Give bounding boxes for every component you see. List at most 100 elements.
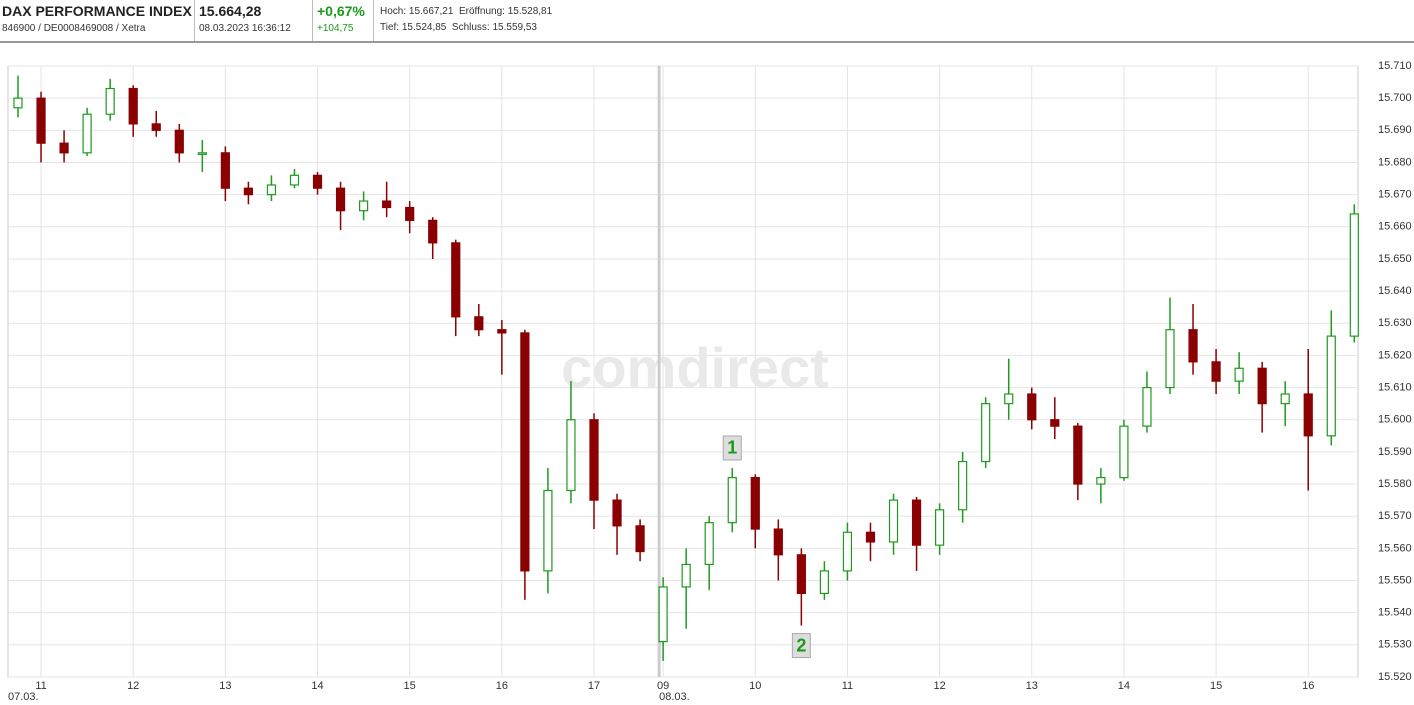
y-tick-label: 15.670 — [1378, 189, 1412, 201]
candle-body — [1027, 393, 1037, 421]
y-tick-label: 15.700 — [1378, 92, 1412, 104]
x-tick-label: 16 — [1302, 680, 1314, 692]
y-tick-label: 15.690 — [1378, 124, 1412, 136]
candle-body — [958, 460, 968, 511]
candle-body — [243, 187, 253, 196]
x-tick-label: 16 — [496, 680, 508, 692]
low: Tief: 15.524,85 — [380, 22, 447, 33]
separator — [312, 0, 313, 41]
candle-body — [1280, 393, 1290, 405]
candle-body — [451, 242, 461, 318]
x-tick-label: 14 — [1118, 680, 1130, 692]
y-tick-label: 15.520 — [1378, 671, 1412, 683]
candle-body — [566, 419, 576, 492]
y-tick-label: 15.680 — [1378, 156, 1412, 168]
y-tick-label: 15.650 — [1378, 253, 1412, 265]
x-tick-label: 11 — [35, 680, 46, 692]
y-tick-label: 15.590 — [1378, 446, 1412, 458]
watermark: comdirect — [561, 336, 829, 399]
annotation-box — [722, 435, 742, 461]
candle-body — [796, 554, 806, 594]
instrument-name: DAX PERFORMANCE INDEX — [2, 3, 192, 19]
y-tick-label: 15.550 — [1378, 574, 1412, 586]
candle-body — [82, 113, 92, 154]
candle-body — [428, 219, 438, 244]
candle-body — [520, 332, 530, 572]
candle-body — [704, 522, 714, 566]
candle-body — [589, 419, 599, 501]
candle-body — [658, 586, 668, 643]
candle-body — [128, 87, 138, 125]
change: +0,67% +104,75 — [317, 3, 365, 34]
open: Eröffnung: 15.528,81 — [458, 6, 553, 17]
annotation-label: 1 — [727, 438, 737, 458]
x-tick-label: 13 — [219, 680, 231, 692]
annotation-label: 2 — [796, 635, 806, 655]
x-tick-label: 17 — [588, 680, 600, 692]
candle-body — [543, 489, 553, 572]
candle-body — [1142, 386, 1152, 427]
instrument-id: 846900 / DE0008469008 / Xetra — [2, 23, 146, 34]
y-tick-label: 15.600 — [1378, 414, 1412, 426]
candle-body — [36, 97, 46, 144]
candle-body — [1257, 367, 1267, 405]
y-tick-label: 15.710 — [1378, 60, 1412, 72]
candle-body — [1004, 393, 1014, 405]
candle-body — [359, 200, 369, 212]
x-tick-label: 13 — [1026, 680, 1038, 692]
x-tick-label: 15 — [404, 680, 416, 692]
candle-body — [888, 499, 899, 543]
candle-body — [335, 187, 346, 212]
candle-body — [842, 531, 853, 572]
close: Schluss: 15.559,53 — [451, 22, 537, 33]
candle-body — [151, 123, 161, 131]
candle-body — [289, 174, 300, 186]
quote-header: DAX PERFORMANCE INDEX 846900 / DE0008469… — [0, 0, 1414, 43]
candle-body — [1050, 419, 1060, 427]
candle-body — [681, 563, 691, 588]
candle-body — [1165, 329, 1175, 389]
stats-row: Hoch: 15.667,21 Eröffnung: 15.528,81 — [380, 4, 552, 20]
y-tick-label: 15.620 — [1378, 349, 1412, 361]
y-tick-label: 15.630 — [1378, 317, 1412, 329]
date-label: 08.03. — [659, 691, 690, 703]
candle-body — [59, 142, 69, 154]
candle-body — [981, 403, 991, 463]
candle-body — [635, 525, 645, 553]
timestamp: 08.03.2023 16:36:12 — [199, 23, 291, 34]
x-tick-label: 09 — [657, 680, 669, 692]
candle-body — [382, 200, 392, 209]
candle-body — [1096, 477, 1106, 485]
candle-body — [220, 152, 230, 189]
x-tick-label: 12 — [127, 680, 139, 692]
change-points: +104,75 — [317, 23, 354, 34]
candle-body — [1188, 329, 1198, 363]
candle-body — [773, 528, 783, 556]
y-tick-label: 15.540 — [1378, 607, 1412, 619]
x-tick-label: 11 — [842, 680, 853, 692]
annotation-box — [791, 633, 811, 659]
x-tick-label: 12 — [933, 680, 945, 692]
candle-body — [312, 174, 323, 189]
candle-body — [612, 499, 622, 527]
candle-body — [497, 329, 507, 334]
separator — [373, 0, 374, 41]
candle-body — [174, 129, 184, 154]
candle-body — [1234, 367, 1244, 382]
candle-body — [727, 477, 737, 524]
y-tick-label: 15.560 — [1378, 542, 1412, 554]
candle-body — [934, 509, 945, 546]
candle-body — [1119, 425, 1129, 479]
last-price: 15.664,28 — [199, 3, 262, 19]
candle-body — [1211, 361, 1221, 382]
separator — [194, 0, 195, 41]
y-tick-label: 15.570 — [1378, 510, 1412, 522]
x-tick-label: 14 — [311, 680, 323, 692]
date-label: 07.03. — [8, 691, 39, 703]
candle-body — [1326, 335, 1336, 437]
candle-body — [819, 570, 830, 594]
candle-body — [750, 477, 760, 530]
candle-body — [266, 184, 277, 196]
candle-body — [105, 87, 115, 115]
